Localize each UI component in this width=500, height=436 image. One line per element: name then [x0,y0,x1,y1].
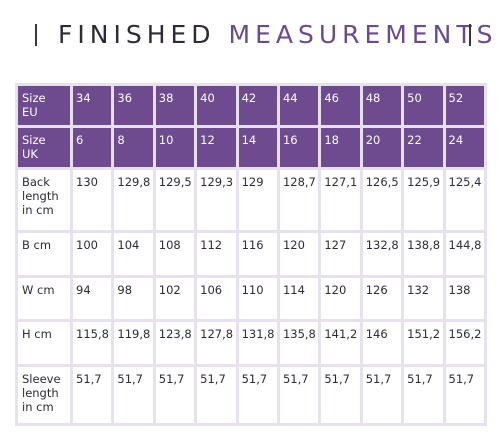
table-cell: 51,7 [238,366,277,423]
table-cell: 115,8 [73,321,112,364]
table-cell: 100 [73,233,112,275]
table-cell: 131,8 [238,321,277,364]
table-cell: 40 [197,86,236,125]
table-cell: 119,8 [114,321,153,364]
table-cell: 104 [114,233,153,275]
table-cell: 106 [197,277,236,319]
table-cell: 50 [404,86,443,125]
table-cell: 130 [73,169,112,230]
table-cell: 51,7 [321,366,360,423]
table-cell: 129 [238,169,277,230]
row-label: Back length in cm [18,169,70,230]
table-cell: 48 [362,86,402,125]
table-cell: 24 [445,127,484,167]
table-cell: 116 [238,233,277,275]
table-cell: 156,2 [445,321,484,364]
table-cell: 98 [114,277,153,319]
table-cell: 108 [155,233,195,275]
table-cell: 20 [362,127,402,167]
table-cell: 127,1 [321,169,360,230]
table-cell: 127,8 [197,321,236,364]
table-cell: 51,7 [155,366,195,423]
table-cell: 52 [445,86,484,125]
table-cell: 126,5 [362,169,402,230]
left-divider [35,24,37,46]
table-cell: 123,8 [155,321,195,364]
table-cell: 51,7 [445,366,484,423]
table-cell: 51,7 [404,366,443,423]
row-label: Size EU [18,86,70,125]
table-cell: 120 [279,233,319,275]
title-word-measurements: MEASUREMENTS [228,20,498,49]
table-cell: 135,8 [279,321,319,364]
table-cell: 51,7 [197,366,236,423]
title-row: FINISHED MEASUREMENTS [0,16,500,56]
table-cell: 10 [155,127,195,167]
measurements-table: Size EU 34 36 38 40 42 44 46 48 50 52 Size UK 6 8 10 12… [15,83,487,426]
row-label: H cm [18,321,70,364]
table-cell: 128,7 [279,169,319,230]
table-row: Size UK 6 8 10 12 14 16 18 20 22 24 [18,127,484,167]
table-cell: 22 [404,127,443,167]
table-cell: 110 [238,277,277,319]
table-cell: 132,8 [362,233,402,275]
table-cell: 16 [279,127,319,167]
table-cell: 125,9 [404,169,443,230]
table-cell: 151,2 [404,321,443,364]
row-label: B cm [18,233,70,275]
table-cell: 8 [114,127,153,167]
table-cell: 129,8 [114,169,153,230]
table-cell: 36 [114,86,153,125]
table-cell: 51,7 [73,366,112,423]
table-cell: 42 [238,86,277,125]
table-cell: 51,7 [362,366,402,423]
row-label: W cm [18,277,70,319]
table-row: W cm 94 98 102 106 110 114 120 126 132 138 [18,277,484,319]
row-label: Sleeve length in cm [18,366,70,423]
table-cell: 114 [279,277,319,319]
table-cell: 132 [404,277,443,319]
table-cell: 141,2 [321,321,360,364]
table-row: H cm 115,8 119,8 123,8 127,8 131,8 135,8 141,2 1… [18,321,484,364]
table-cell: 51,7 [114,366,153,423]
table-cell: 127 [321,233,360,275]
table-cell: 112 [197,233,236,275]
title-word-finished: FINISHED [58,20,216,49]
table-cell: 138 [445,277,484,319]
table-cell: 146 [362,321,402,364]
table-cell: 144,8 [445,233,484,275]
table-cell: 14 [238,127,277,167]
row-label: Size UK [18,127,70,167]
table-row: Back length in cm 130 129,8 129,5 129,3 129 12… [18,169,484,230]
table-cell: 138,8 [404,233,443,275]
page-title: FINISHED MEASUREMENTS [58,18,498,52]
table-row: B cm 100 104 108 112 116 120 127 132,8 138,8 144,8 [18,233,484,275]
right-divider [469,24,471,46]
table-cell: 38 [155,86,195,125]
table-cell: 34 [73,86,112,125]
table-row: Size EU 34 36 38 40 42 44 46 48 50 52 [18,86,484,125]
table-cell: 44 [279,86,319,125]
table-row: Sleeve length in cm 51,7 51,7 51,7 51,7 51,7 5… [18,366,484,423]
table-cell: 18 [321,127,360,167]
table-cell: 120 [321,277,360,319]
table-cell: 51,7 [279,366,319,423]
table-cell: 6 [73,127,112,167]
table-cell: 125,4 [445,169,484,230]
table-cell: 46 [321,86,360,125]
table-cell: 102 [155,277,195,319]
table-cell: 12 [197,127,236,167]
table-cell: 129,3 [197,169,236,230]
table-cell: 129,5 [155,169,195,230]
table-cell: 126 [362,277,402,319]
table-cell: 94 [73,277,112,319]
